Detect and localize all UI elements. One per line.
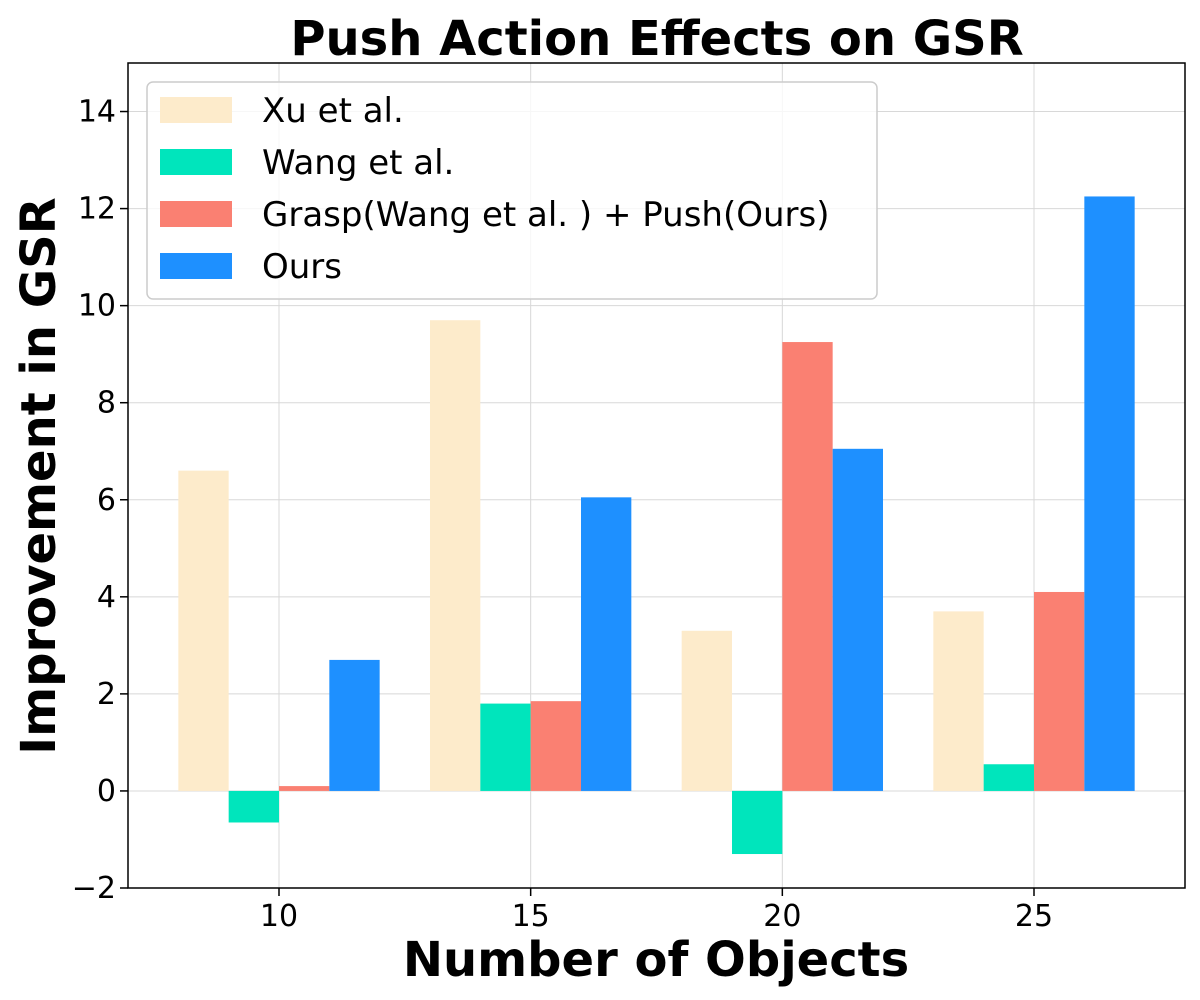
bar	[279, 786, 330, 791]
legend-swatch	[160, 149, 232, 175]
legend-swatch	[160, 97, 232, 123]
legend-swatch	[160, 201, 232, 227]
ticks: −2 0 2 4 6 8 10 12 14 10 15 20 25	[72, 95, 1053, 934]
legend-box	[146, 81, 878, 300]
bar	[681, 630, 732, 791]
bar	[581, 497, 632, 791]
legend: Xu et al. Wang et al. Grasp(Wang et al. ) …	[146, 81, 878, 300]
y-tick-label: 0	[97, 774, 116, 809]
legend-label: Ours	[262, 247, 342, 287]
legend-label: Xu et al.	[262, 91, 404, 131]
plot-frame	[127, 62, 1186, 889]
y-tick-label: 6	[97, 483, 116, 518]
bar	[933, 611, 984, 791]
y-tick-label: 4	[97, 580, 116, 615]
y-tick-label: 8	[97, 386, 116, 421]
bar	[480, 703, 531, 791]
bar	[782, 342, 833, 791]
bars	[178, 196, 1135, 855]
bar	[1034, 591, 1085, 791]
x-tick-label: 25	[1015, 899, 1053, 934]
chart-title: Push Action Effects on GSR	[290, 11, 1023, 67]
y-tick-label: −2	[72, 871, 116, 906]
bar	[832, 448, 883, 791]
legend-label: Wang et al.	[262, 143, 454, 183]
y-tick-label: 10	[78, 289, 116, 324]
y-tick-label: 14	[78, 95, 116, 130]
bar	[732, 790, 783, 855]
bar	[530, 701, 581, 791]
bar	[430, 320, 481, 791]
bar	[983, 764, 1034, 791]
x-axis-label: Number of Objects	[403, 932, 909, 988]
y-tick-label: 12	[78, 192, 116, 227]
bar	[228, 790, 279, 823]
x-tick-label: 20	[763, 899, 801, 934]
y-axis-label: Improvement in GSR	[11, 197, 67, 754]
bar	[178, 470, 229, 791]
legend-swatch	[160, 253, 232, 279]
x-tick-label: 10	[260, 899, 298, 934]
legend-label: Grasp(Wang et al. ) + Push(Ours)	[262, 195, 830, 235]
x-tick-label: 15	[512, 899, 550, 934]
bar	[1084, 196, 1135, 791]
y-tick-label: 2	[97, 677, 116, 712]
bar	[329, 659, 380, 791]
